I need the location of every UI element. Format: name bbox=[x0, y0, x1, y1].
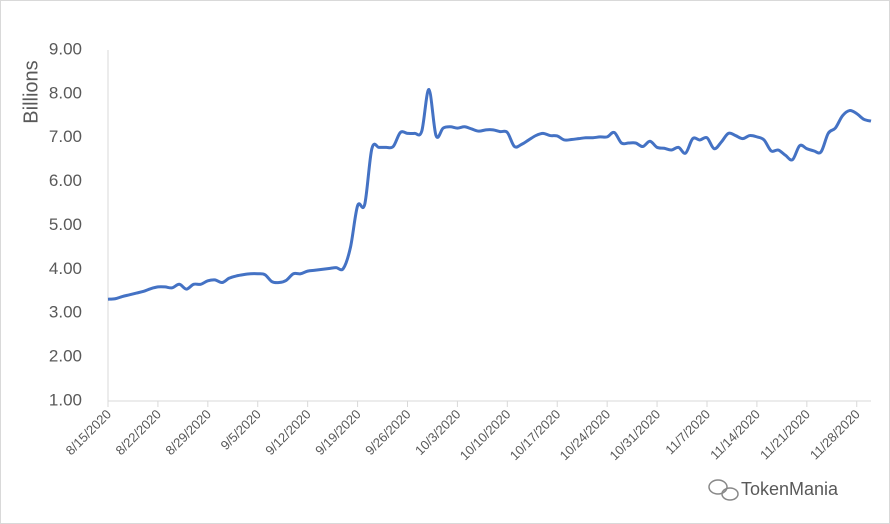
y-tick-label: 6.00 bbox=[49, 171, 82, 190]
y-tick-label: 2.00 bbox=[49, 347, 82, 366]
y-axis-label: Billions bbox=[20, 60, 42, 123]
watermark: TokenMania bbox=[741, 479, 839, 499]
data-line bbox=[107, 87, 872, 301]
watermark-icon bbox=[708, 479, 739, 501]
y-tick-label: 4.00 bbox=[49, 259, 82, 278]
y-tick-label: 8.00 bbox=[49, 83, 82, 102]
y-tick-label: 7.00 bbox=[49, 127, 82, 146]
y-tick-label: 3.00 bbox=[49, 303, 82, 322]
y-tick-label: 1.00 bbox=[49, 390, 82, 409]
y-tick-label: 9.00 bbox=[49, 39, 82, 58]
y-tick-label: 5.00 bbox=[49, 215, 82, 234]
